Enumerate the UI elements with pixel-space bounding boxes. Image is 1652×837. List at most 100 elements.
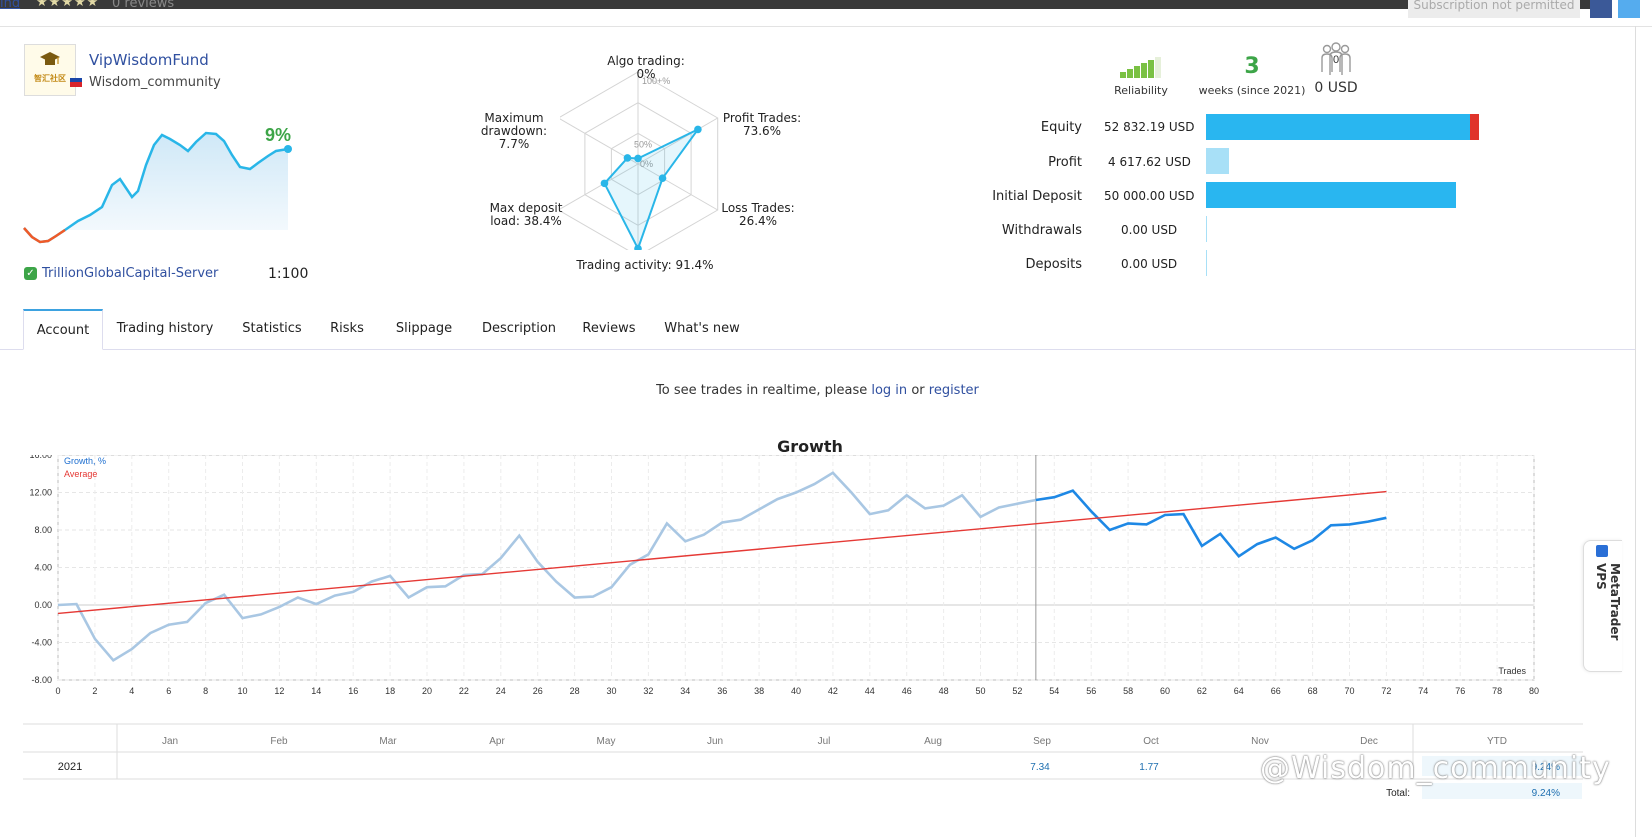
register-link[interactable]: register bbox=[928, 383, 979, 398]
ytd-total-label: Total: bbox=[1386, 788, 1410, 799]
tab-account[interactable]: Account bbox=[23, 309, 103, 350]
radar-label-algo: Algo trading: 0% bbox=[607, 54, 685, 81]
chart-title: Growth bbox=[777, 437, 843, 456]
x-tick-label: 2 bbox=[92, 686, 97, 696]
equity-value: 52 832.19 USD bbox=[1104, 120, 1195, 134]
radar-scale-0: 0% bbox=[640, 159, 653, 169]
growth-line-current bbox=[1035, 489, 1387, 559]
weeks-label: weeks (since 2021) bbox=[1198, 84, 1306, 97]
radar-point bbox=[634, 244, 642, 250]
tab-description[interactable]: Description bbox=[481, 321, 557, 336]
subscribers-count: 0 bbox=[1333, 54, 1339, 66]
ytd-month-header: Dec bbox=[1360, 736, 1378, 747]
x-tick-label: 70 bbox=[1344, 686, 1354, 696]
radar-label-load: Max deposit load: 38.4% bbox=[488, 202, 564, 228]
equity-label: Equity bbox=[1040, 120, 1082, 135]
x-tick-label: 24 bbox=[496, 686, 506, 696]
withdrawals-label: Withdrawals bbox=[1001, 223, 1082, 238]
ytd-month-header: Feb bbox=[270, 736, 288, 747]
x-tick-label: 16 bbox=[348, 686, 358, 696]
ytd-month-header: Oct bbox=[1143, 736, 1159, 747]
reliability-bar bbox=[1141, 63, 1147, 78]
reliability-bar bbox=[1127, 69, 1133, 78]
reviews-count[interactable]: 0 reviews bbox=[112, 0, 175, 11]
x-tick-label: 66 bbox=[1271, 686, 1281, 696]
vps-icon bbox=[1596, 545, 1608, 557]
reliability-label: Reliability bbox=[1114, 84, 1168, 97]
loss-trades-value: 26.4% bbox=[738, 214, 778, 228]
x-tick-label: 68 bbox=[1308, 686, 1318, 696]
tab-slippage[interactable]: Slippage bbox=[395, 321, 453, 336]
x-tick-label: 18 bbox=[385, 686, 395, 696]
x-tick-label: 40 bbox=[791, 686, 801, 696]
signal-avatar: 智汇社区 bbox=[24, 44, 76, 96]
tab-statistics[interactable]: Statistics bbox=[242, 321, 302, 336]
y-tick-label: 8.00 bbox=[34, 525, 52, 535]
radar-label-profit: Profit Trades: 73.6% bbox=[720, 112, 804, 138]
x-tick-label: 72 bbox=[1381, 686, 1391, 696]
logo-text: 智汇社区 bbox=[34, 74, 66, 83]
x-tick-label: 10 bbox=[237, 686, 247, 696]
realtime-info: To see trades in realtime, please log in… bbox=[0, 383, 1635, 398]
tab-trading-history[interactable]: Trading history bbox=[116, 321, 214, 336]
reliability-bar bbox=[1148, 60, 1154, 78]
initial-deposit-label: Initial Deposit bbox=[992, 189, 1082, 204]
watermark: @Wisdom_community bbox=[1260, 751, 1611, 786]
author-name[interactable]: Wisdom_community bbox=[89, 75, 221, 90]
equity-drawdown-bar bbox=[1470, 114, 1479, 140]
radar-point bbox=[634, 154, 642, 163]
max-drawdown-value: drawdown: 7.7% bbox=[480, 124, 548, 151]
profit-label: Profit bbox=[1048, 155, 1082, 170]
ytd-month-header: Nov bbox=[1251, 736, 1269, 747]
x-tick-label: 4 bbox=[129, 686, 134, 696]
radar-chart: 100+% 50% 0% bbox=[560, 71, 719, 250]
profit-value: 4 617.62 USD bbox=[1108, 155, 1191, 169]
x-tick-label: 52 bbox=[1012, 686, 1022, 696]
ytd-sep-value: 7.34 bbox=[1030, 762, 1050, 773]
profit-bar bbox=[1206, 148, 1229, 174]
x-tick-label: 78 bbox=[1492, 686, 1502, 696]
x-tick-label: 58 bbox=[1123, 686, 1133, 696]
profit-trades-label: Profit Trades: bbox=[722, 111, 802, 125]
x-tick-label: 56 bbox=[1086, 686, 1096, 696]
trade-server-link[interactable]: TrillionGlobalCapital-Server bbox=[42, 266, 219, 281]
ytd-month-header: Apr bbox=[489, 736, 505, 747]
rating-stars: ★★★★★ bbox=[36, 0, 100, 10]
initial-deposit-value: 50 000.00 USD bbox=[1104, 189, 1195, 203]
ytd-oct-value: 1.77 bbox=[1139, 762, 1159, 773]
top-link[interactable]: ind bbox=[0, 0, 21, 11]
tab-reviews[interactable]: Reviews bbox=[582, 321, 636, 336]
x-tick-label: 34 bbox=[680, 686, 690, 696]
signal-name[interactable]: VipWisdomFund bbox=[89, 51, 209, 69]
ytd-month-header: Jan bbox=[162, 736, 178, 747]
leverage-value: 1:100 bbox=[268, 266, 309, 282]
x-tick-label: 50 bbox=[975, 686, 985, 696]
x-tick-label: 74 bbox=[1418, 686, 1428, 696]
radar-label-drawdown: Maximum drawdown: 7.7% bbox=[464, 112, 564, 151]
y-tick-label: 4.00 bbox=[34, 563, 52, 573]
tab-risks[interactable]: Risks bbox=[330, 321, 364, 336]
login-link[interactable]: log in bbox=[871, 383, 908, 398]
tab-whats-new[interactable]: What's new bbox=[664, 321, 740, 336]
subscribers-icon: 0 bbox=[1321, 42, 1351, 75]
mini-chart-negative-line bbox=[23, 227, 66, 244]
x-tick-label: 20 bbox=[422, 686, 432, 696]
radar-axis bbox=[560, 163, 639, 210]
profit-trades-value: 73.6% bbox=[742, 124, 782, 138]
initial-deposit-bar bbox=[1206, 182, 1456, 208]
facebook-share-icon[interactable] bbox=[1590, 0, 1612, 18]
x-tick-label: 28 bbox=[570, 686, 580, 696]
vps-label: MetaTrader VPS bbox=[1594, 563, 1622, 641]
verified-check-icon: ✓ bbox=[24, 267, 37, 280]
deposits-label: Deposits bbox=[1025, 257, 1082, 272]
metatrader-vps-tab[interactable]: MetaTrader VPS bbox=[1583, 540, 1622, 672]
ytd-month-header: Aug bbox=[924, 736, 942, 747]
twitter-share-icon[interactable] bbox=[1618, 0, 1640, 18]
top-bar: ind ★★★★★ 0 reviews Subscription not per… bbox=[0, 0, 1652, 27]
subscription-status-button[interactable]: Subscription not permitted bbox=[1408, 0, 1580, 18]
radar-point bbox=[623, 154, 632, 162]
x-tick-label: 36 bbox=[717, 686, 727, 696]
max-deposit-load-label: Max deposit bbox=[489, 201, 563, 215]
average-line bbox=[57, 490, 1387, 615]
radar-grid bbox=[560, 71, 719, 250]
